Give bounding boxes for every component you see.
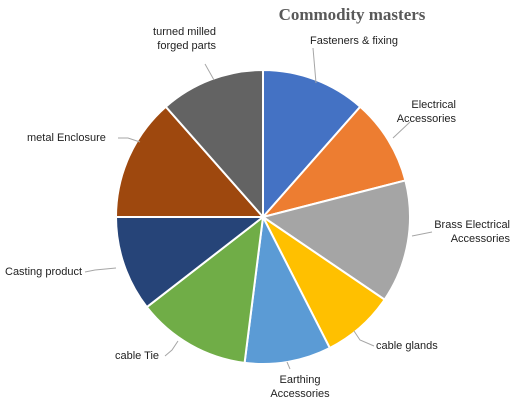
leader-line	[286, 361, 291, 370]
slice-label: cable Tie	[115, 350, 159, 362]
slice-labels: Fasteners & fixing Electrical Accessories B…	[5, 26, 511, 400]
pie-slice	[243, 213, 332, 365]
pie-slice	[164, 68, 264, 220]
leader-line	[164, 340, 179, 357]
leader-line	[392, 121, 411, 139]
slice-label: Fasteners & fixing	[310, 35, 398, 47]
leader-line	[84, 267, 117, 273]
slice-label: turned milled forged parts	[153, 26, 216, 52]
slice-label: Earthing Accessories	[270, 374, 330, 400]
pie-slice	[262, 68, 362, 220]
chart-title: Commodity masters	[279, 5, 426, 24]
pie-slice	[260, 179, 411, 302]
pie-slice	[114, 216, 266, 309]
leader-line	[312, 47, 317, 84]
slice-label: cable glands	[376, 340, 438, 352]
leader-line	[411, 231, 433, 237]
pie-slices	[114, 68, 411, 365]
slice-label: metal Enclosure	[27, 132, 106, 144]
slice-label: Casting product	[5, 266, 82, 278]
leader-line	[118, 137, 141, 143]
leader-line	[204, 63, 215, 81]
pie-slice	[114, 105, 266, 218]
slice-label: Brass Electrical Accessories	[434, 219, 510, 245]
leader-line	[353, 330, 375, 347]
slice-label: Electrical Accessories	[397, 99, 457, 125]
leader-lines	[84, 47, 433, 370]
pie-slice	[145, 214, 265, 364]
